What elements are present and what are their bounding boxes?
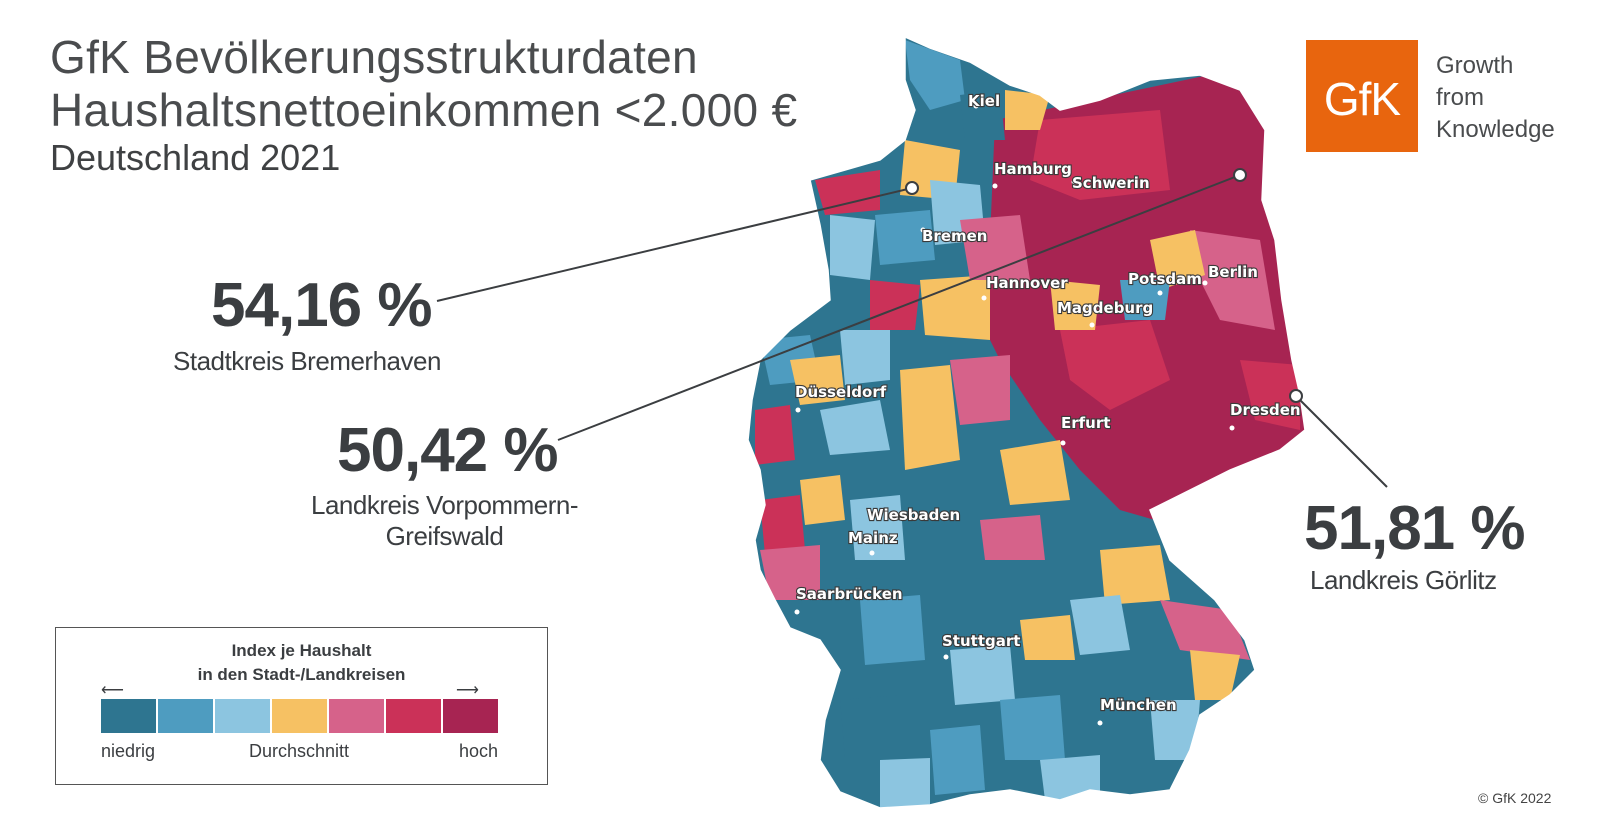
callout-vorpommern-label-line: Greifswald (385, 521, 504, 551)
city-label-erfurt: Erfurt (1061, 414, 1110, 432)
callout-marker-goerlitz (1289, 389, 1303, 403)
city-label-potsdam: Potsdam (1128, 270, 1202, 288)
gfk-logo: GfK (1306, 40, 1418, 152)
callout-line-vorpommern (557, 174, 1241, 441)
city-label-schwerin: Schwerin (1072, 174, 1150, 192)
title-line-1: GfK Bevölkerungsstrukturdaten (50, 31, 698, 83)
city-labels: Kiel Hamburg Schwerin Bremen Hannover Po… (794, 91, 1302, 726)
city-label-dresden: Dresden (1230, 401, 1301, 419)
legend-swatch-6 (443, 699, 498, 733)
city-label-stuttgart: Stuttgart (942, 632, 1020, 650)
tagline-line: Knowledge (1436, 116, 1555, 143)
city-label-hannover: Hannover (986, 274, 1068, 292)
callout-marker-bremerhaven (905, 181, 919, 195)
tagline-line: Growth (1436, 52, 1514, 79)
legend-title-line-1: Index je Haushalt (231, 641, 372, 660)
callout-vorpommern-label: Landkreis Vorpommern- Greifswald (297, 490, 592, 552)
city-label-kiel: Kiel (968, 92, 1000, 110)
logo-tagline: Growth from Knowledge (1436, 50, 1555, 146)
callout-line-bremerhaven (436, 187, 913, 302)
city-label-muenchen: München (1100, 696, 1177, 714)
legend-swatch-0 (101, 699, 156, 733)
callout-goerlitz-value: 51,81 % (1304, 494, 1526, 563)
city-label-duesseldorf: Düsseldorf (795, 383, 887, 401)
title-line-2: Haushaltsnettoeinkommen <2.000 € (50, 84, 798, 136)
map-regions (748, 37, 1305, 808)
callout-marker-vorpommern (1233, 168, 1247, 182)
city-label-magdeburg: Magdeburg (1057, 299, 1153, 317)
legend-label-mid: Durchschnitt (249, 741, 350, 761)
callout-goerlitz-label: Landkreis Görlitz (1310, 565, 1497, 595)
callout-vorpommern-value: 50,42 % (337, 416, 559, 485)
callout-line-goerlitz (1295, 395, 1388, 488)
legend-label-low: niedrig (101, 741, 156, 761)
legend-swatch-2 (215, 699, 270, 733)
legend-title-line-2: in den Stadt-/Landkreisen (197, 665, 406, 684)
callout-vorpommern-label-line: Landkreis Vorpommern- (311, 490, 578, 520)
city-label-mainz: Mainz (848, 529, 898, 547)
legend-color-scale (101, 699, 498, 733)
city-label-berlin: Berlin (1208, 263, 1258, 281)
callout-bremerhaven-label: Stadtkreis Bremerhaven (173, 346, 441, 376)
city-label-bremen: Bremen (922, 227, 988, 245)
legend-arrow-right: ⟶ (456, 682, 479, 699)
tagline-line: from (1436, 84, 1484, 111)
city-label-hamburg: Hamburg (994, 160, 1072, 178)
legend-swatch-3 (272, 699, 327, 733)
legend-swatch-5 (386, 699, 441, 733)
city-label-saarbruecken: Saarbrücken (796, 585, 903, 603)
city-label-wiesbaden: Wiesbaden (867, 506, 960, 524)
copyright: © GfK 2022 (1478, 790, 1552, 806)
legend-label-high: hoch (459, 741, 499, 761)
title-line-3: Deutschland 2021 (50, 137, 341, 178)
legend-swatch-1 (158, 699, 213, 733)
callout-bremerhaven-value: 54,16 % (211, 271, 433, 340)
legend-arrow-left: ⟵ (101, 682, 124, 699)
gfk-logo-text: GfK (1323, 73, 1401, 125)
legend-swatch-4 (329, 699, 384, 733)
